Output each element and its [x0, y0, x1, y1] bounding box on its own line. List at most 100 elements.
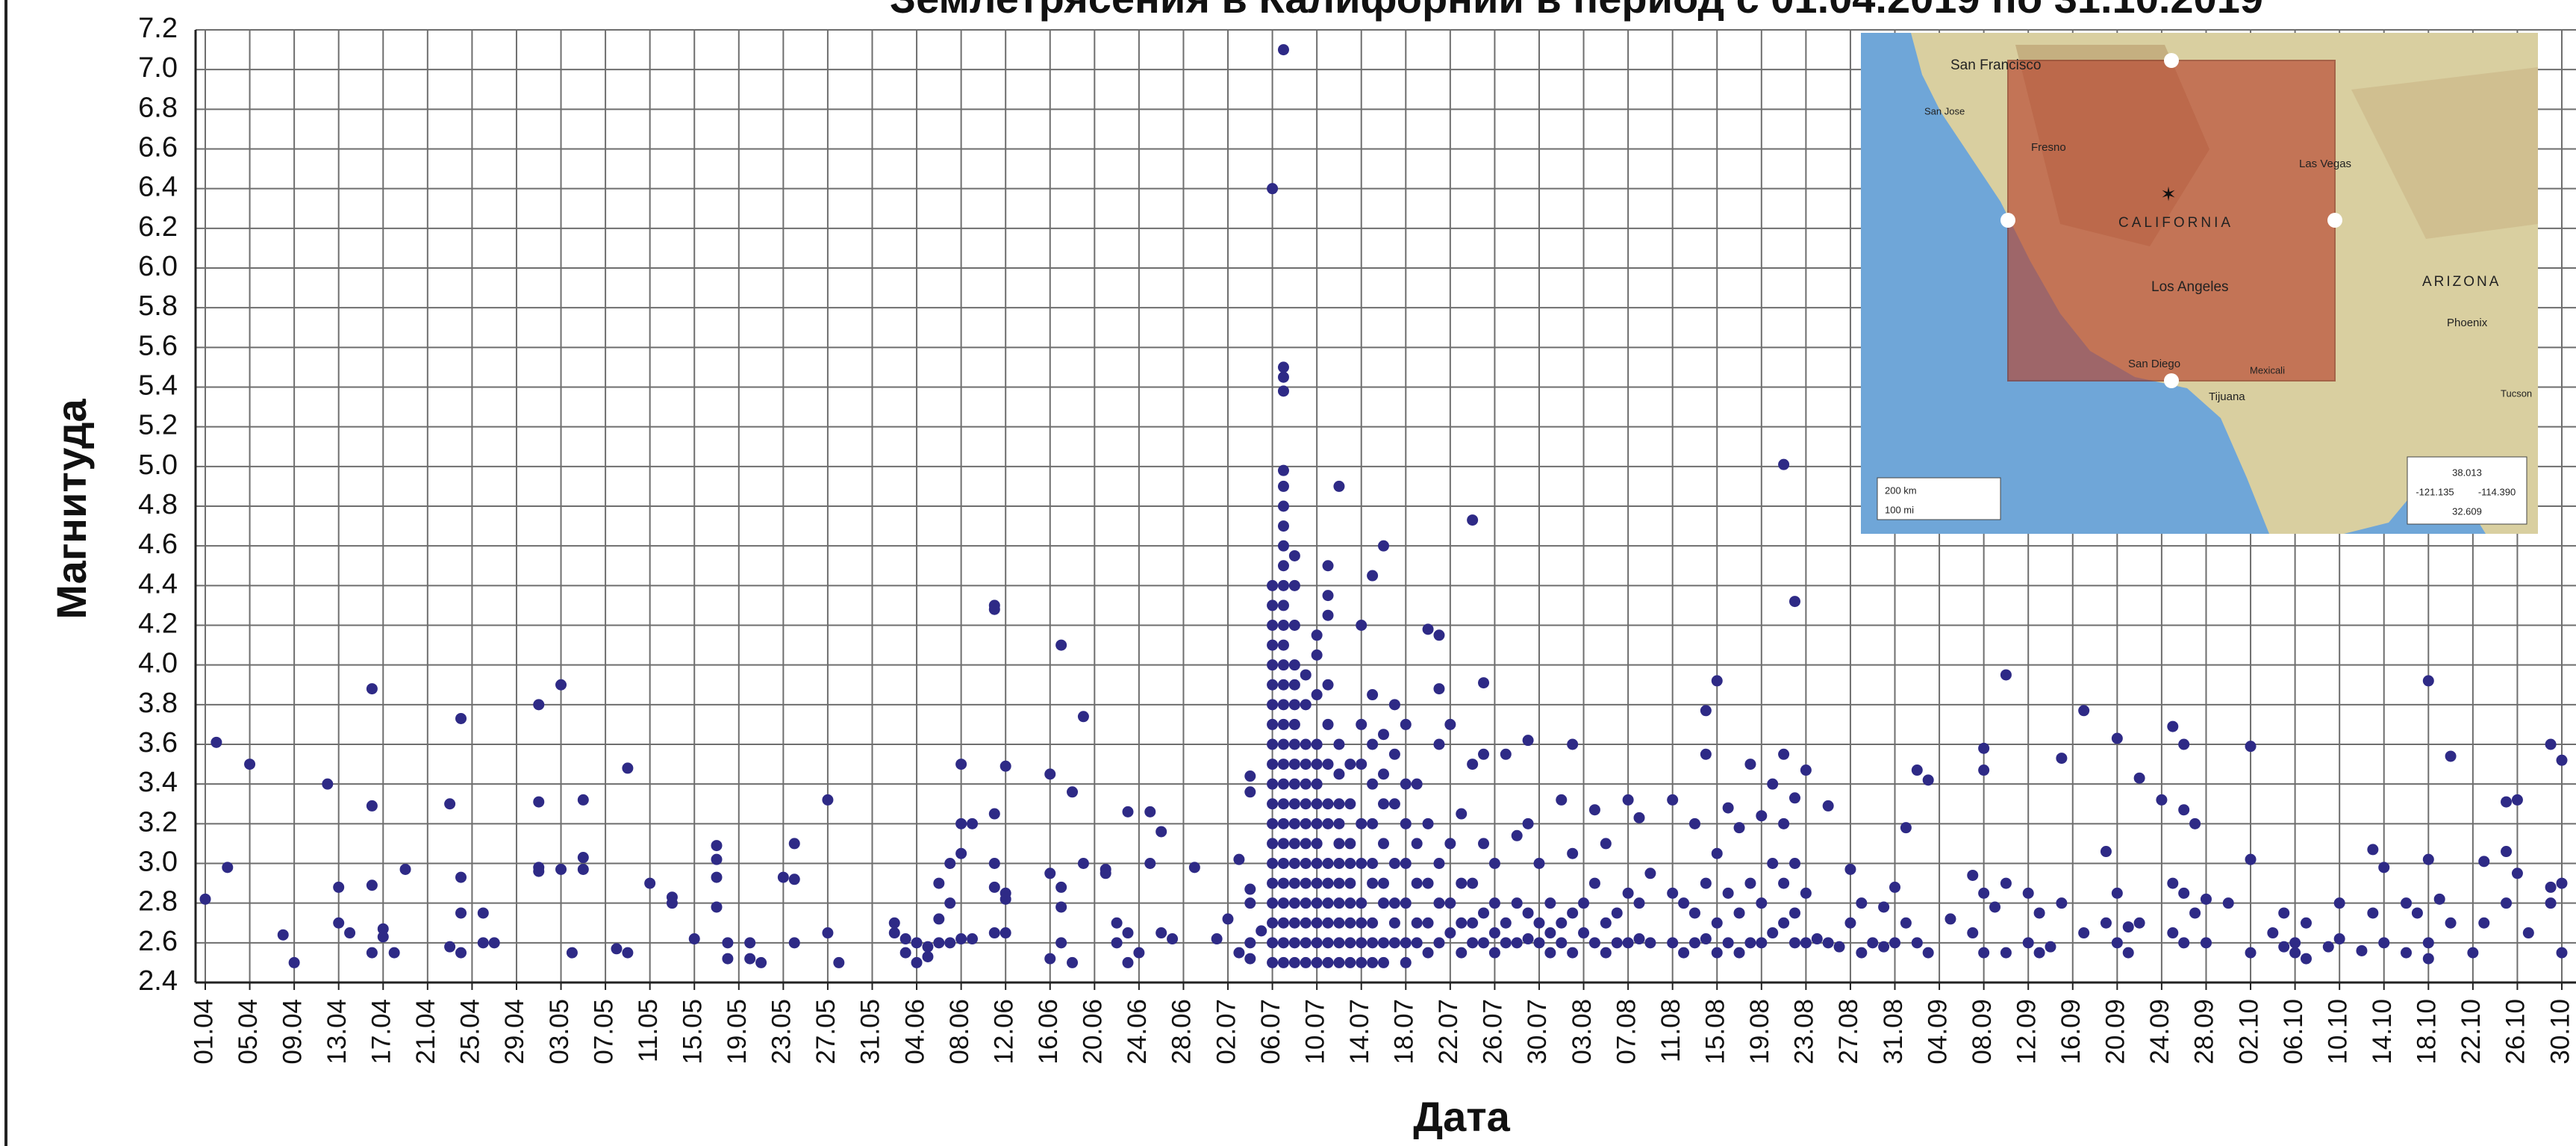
data-point: [1367, 818, 1378, 829]
data-point: [1400, 719, 1412, 730]
data-point: [1267, 679, 1278, 691]
data-point: [1333, 918, 1344, 929]
data-point: [2112, 937, 2123, 948]
data-point: [1267, 620, 1278, 631]
data-point: [1289, 739, 1300, 750]
data-point: [210, 737, 222, 748]
data-point: [1444, 897, 1456, 909]
x-tick-label: 24.06: [1123, 999, 1152, 1065]
data-point: [2512, 794, 2523, 806]
data-point: [1978, 764, 1989, 776]
data-point: [1133, 947, 1144, 959]
data-point: [1122, 806, 1133, 818]
data-point: [2078, 927, 2089, 938]
data-point: [2178, 888, 2189, 899]
data-point: [1333, 937, 1344, 948]
data-point: [1333, 768, 1344, 779]
x-tick-label: 04.06: [900, 999, 929, 1065]
x-tick-label: 02.10: [2234, 999, 2263, 1065]
x-tick-label: 14.07: [1345, 999, 1374, 1065]
data-point: [900, 933, 911, 944]
data-point: [1344, 897, 1356, 909]
coord-label: 38.013: [2452, 467, 2482, 478]
data-point: [622, 762, 633, 773]
data-point: [1100, 868, 1111, 879]
data-point: [2167, 721, 2178, 732]
data-point: [1000, 894, 1011, 905]
data-point: [1278, 659, 1289, 670]
data-point: [1278, 541, 1289, 552]
x-tick-label: 15.05: [678, 999, 707, 1065]
data-point: [1344, 759, 1356, 770]
data-point: [1055, 901, 1067, 912]
data-point: [1556, 918, 1567, 929]
data-point: [1323, 610, 1334, 621]
data-point: [1278, 520, 1289, 532]
data-point: [1278, 465, 1289, 476]
data-point: [2512, 868, 2523, 879]
data-point: [1367, 570, 1378, 582]
data-point: [1500, 937, 1512, 948]
data-point: [1389, 699, 1400, 710]
x-tick-label: 21.04: [411, 999, 440, 1065]
data-point: [1823, 937, 1834, 948]
data-point: [1723, 937, 1734, 948]
y-tick-label: 4.4: [138, 568, 178, 600]
data-point: [2557, 947, 2568, 959]
data-point: [1912, 764, 1923, 776]
data-point: [1878, 901, 1889, 912]
data-point: [1567, 907, 1578, 918]
data-point: [1300, 858, 1312, 869]
data-point: [1723, 888, 1734, 899]
data-point: [1423, 818, 1434, 829]
data-point: [1300, 878, 1312, 889]
data-point: [1734, 822, 1745, 833]
data-point: [2267, 927, 2278, 938]
data-point: [333, 882, 344, 893]
y-tick-label: 4.2: [138, 608, 178, 640]
data-point: [622, 947, 633, 959]
data-point: [478, 937, 489, 948]
data-point: [822, 927, 833, 938]
data-point: [1312, 897, 1323, 909]
data-point: [1500, 918, 1512, 929]
data-point: [1156, 826, 1167, 837]
data-point: [1556, 794, 1567, 806]
data-point: [1167, 933, 1178, 944]
data-point: [1612, 907, 1623, 918]
data-point: [1544, 947, 1556, 959]
data-point: [1667, 937, 1678, 948]
data-point: [1689, 937, 1700, 948]
data-point: [2301, 953, 2312, 965]
data-point: [1044, 868, 1055, 879]
data-point: [1712, 918, 1723, 929]
data-point: [989, 882, 1000, 893]
data-point: [1467, 759, 1478, 770]
map-label: Tucson: [2501, 387, 2532, 399]
data-point: [822, 794, 833, 806]
data-point: [667, 897, 678, 909]
data-point: [1456, 947, 1467, 959]
data-point: [722, 953, 733, 965]
data-point: [1333, 878, 1344, 889]
data-point: [1289, 779, 1300, 790]
data-point: [1312, 779, 1323, 790]
data-point: [1289, 659, 1300, 670]
data-point: [1256, 925, 1267, 936]
data-point: [1300, 798, 1312, 809]
x-tick-label: 31.05: [856, 999, 885, 1065]
data-point: [611, 943, 622, 954]
data-point: [1433, 937, 1444, 948]
data-point: [2334, 933, 2345, 944]
data-point: [1412, 779, 1423, 790]
y-tick-label: 7.2: [138, 13, 178, 44]
data-point: [1412, 838, 1423, 849]
x-tick-label: 20.06: [1079, 999, 1108, 1065]
data-point: [367, 879, 378, 891]
data-point: [1789, 858, 1800, 869]
data-point: [1967, 927, 1978, 938]
data-point: [1278, 600, 1289, 611]
data-point: [1312, 798, 1323, 809]
data-point: [1412, 937, 1423, 948]
data-point: [1367, 957, 1378, 968]
